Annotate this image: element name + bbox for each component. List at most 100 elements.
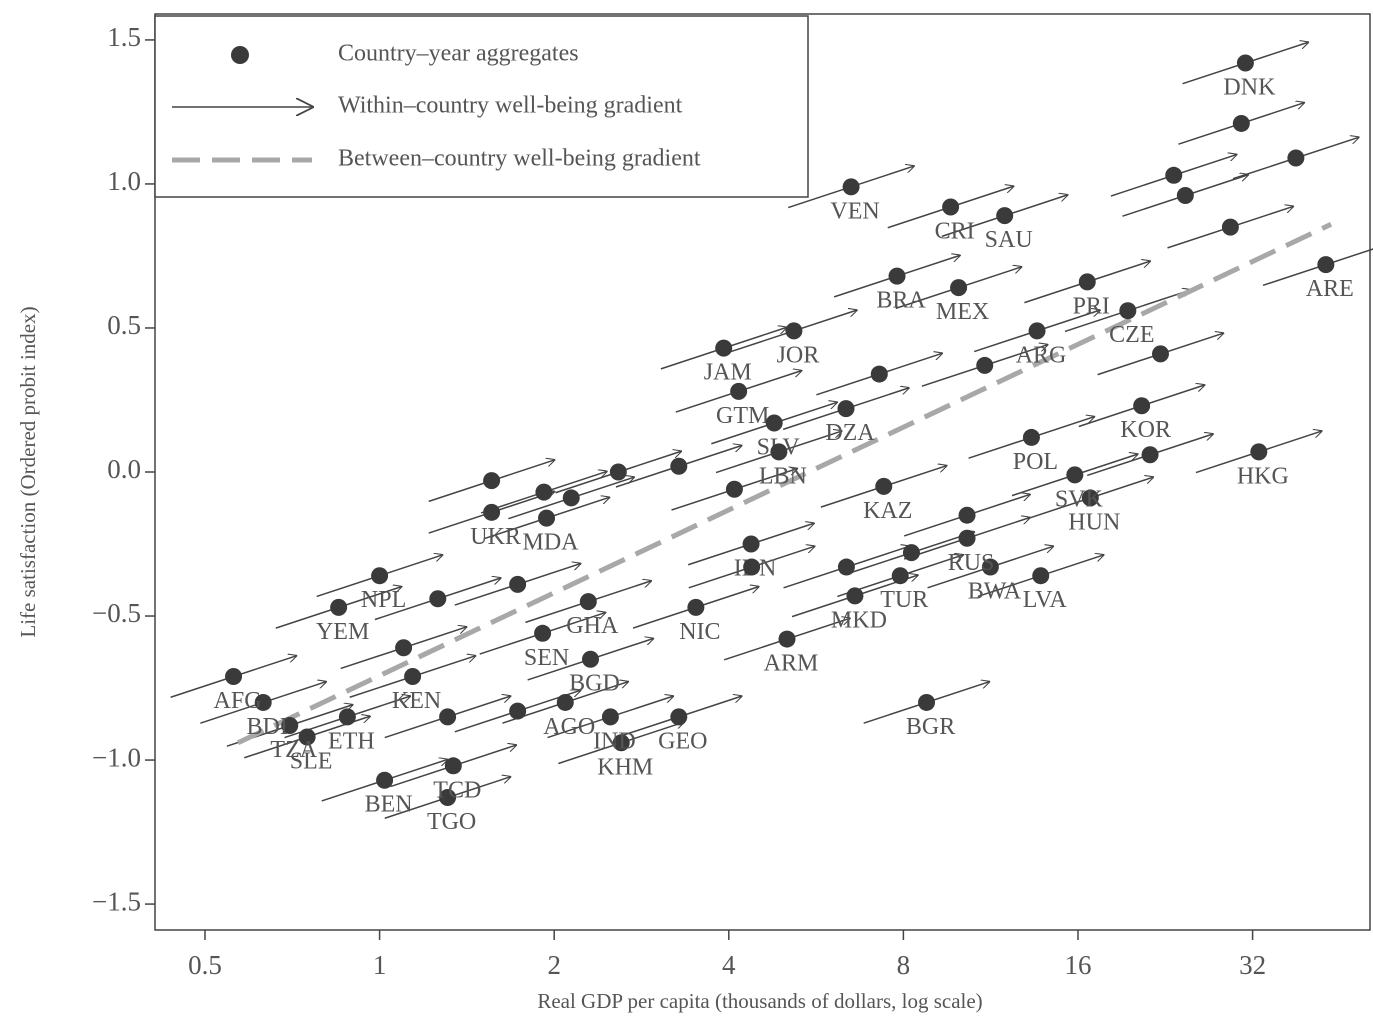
point — [225, 668, 243, 686]
point — [1317, 256, 1335, 274]
point — [1250, 443, 1268, 461]
point — [1232, 114, 1250, 132]
point — [439, 708, 457, 726]
point — [612, 734, 630, 752]
legend-label: Within–country well-being gradient — [338, 93, 683, 119]
point-label: BRA — [876, 288, 926, 314]
point-label: SLE — [290, 749, 333, 775]
x-tick-label: 8 — [897, 950, 911, 980]
point — [846, 587, 864, 605]
point-label: GTM — [716, 403, 769, 429]
point-label: HKG — [1237, 463, 1289, 489]
point — [534, 624, 552, 642]
point — [875, 477, 893, 495]
x-tick-label: 1 — [373, 950, 387, 980]
x-axis-label: Real GDP per capita (thousands of dollar… — [537, 989, 982, 1013]
point-label: JOR — [777, 342, 820, 368]
point-label: IND — [593, 728, 636, 754]
point — [439, 788, 457, 806]
point — [778, 630, 796, 648]
point-label: AFG — [214, 688, 262, 714]
point — [298, 728, 316, 746]
point-label: TUR — [880, 587, 928, 613]
point — [1066, 466, 1084, 484]
point — [670, 708, 688, 726]
point — [509, 575, 527, 593]
point-label: POL — [1013, 449, 1058, 475]
point — [330, 598, 348, 616]
point — [581, 650, 599, 668]
point — [404, 668, 422, 686]
point — [1032, 567, 1050, 585]
point-label: NPL — [361, 587, 406, 613]
point-label: ETH — [328, 728, 375, 754]
point-label: MKD — [831, 607, 887, 633]
point — [1028, 322, 1046, 340]
point — [725, 480, 743, 498]
point — [556, 693, 574, 711]
point-label: DNK — [1223, 74, 1276, 100]
point-label: TCD — [433, 777, 481, 803]
point-label: BDI — [247, 714, 288, 740]
point — [609, 463, 627, 481]
point — [765, 414, 783, 432]
point — [891, 567, 909, 585]
point — [483, 472, 501, 490]
point — [338, 708, 356, 726]
y-tick-label: 1.5 — [107, 22, 141, 52]
point-label: RUS — [948, 550, 995, 576]
point-label: GHA — [566, 613, 619, 639]
point-label: GEO — [658, 728, 707, 754]
point-label: KHM — [597, 754, 653, 780]
point — [687, 598, 705, 616]
point-label: BEN — [365, 792, 413, 818]
point — [509, 702, 527, 720]
point-label: PRI — [1073, 293, 1110, 319]
point — [1287, 149, 1305, 167]
point — [1022, 428, 1040, 446]
point — [1165, 166, 1183, 184]
point — [730, 382, 748, 400]
y-tick-label: 0.5 — [107, 310, 141, 340]
point-label: ARM — [764, 651, 819, 677]
y-tick-label: 1.0 — [107, 166, 141, 196]
point-label: MEX — [936, 299, 989, 325]
point — [538, 509, 556, 527]
point-label: HUN — [1068, 509, 1120, 535]
point — [395, 639, 413, 657]
between-gradient — [236, 222, 1333, 746]
point — [976, 356, 994, 374]
point — [785, 322, 803, 340]
point-label: AGO — [543, 714, 595, 740]
point-label: SVK — [1055, 486, 1104, 512]
point — [942, 198, 960, 216]
point — [670, 457, 688, 475]
point — [888, 267, 906, 285]
point-label: JAM — [704, 360, 752, 386]
point-label: SEN — [524, 645, 569, 671]
point — [715, 339, 733, 357]
legend: Country–year aggregates Within–country w… — [154, 15, 809, 198]
point — [958, 529, 976, 547]
point-label: BGR — [906, 714, 955, 740]
point — [444, 757, 462, 775]
point-label: TGO — [427, 809, 476, 835]
point — [918, 693, 936, 711]
point — [371, 567, 389, 585]
point — [601, 708, 619, 726]
point — [837, 558, 855, 576]
point-label: KEN — [392, 688, 441, 714]
x-tick-label: 0.5 — [188, 950, 222, 980]
point-label: MDA — [523, 530, 580, 556]
point — [837, 400, 855, 418]
point-label: CZE — [1109, 322, 1154, 348]
y-tick-label: −0.5 — [92, 598, 141, 628]
point — [1176, 186, 1194, 204]
x-tick-label: 2 — [547, 950, 561, 980]
point — [1141, 446, 1159, 464]
point — [743, 558, 761, 576]
x-tick-label: 4 — [722, 950, 736, 980]
point — [376, 771, 394, 789]
point — [281, 716, 299, 734]
